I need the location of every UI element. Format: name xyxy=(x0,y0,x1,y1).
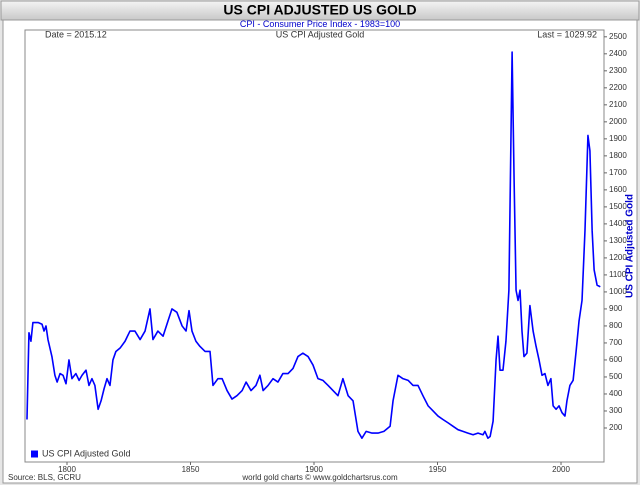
y-tick-label: 2300 xyxy=(609,66,627,75)
credit: world gold charts © www.goldchartsrus.co… xyxy=(241,473,398,482)
y-tick-label: 900 xyxy=(609,304,623,313)
legend-label: US CPI Adjusted Gold xyxy=(42,448,131,458)
last-label: Last = 1029.92 xyxy=(537,29,597,39)
y-tick-label: 600 xyxy=(609,355,623,364)
y-tick-label: 1700 xyxy=(609,168,627,177)
y-axis-label: US CPI Adjusted Gold xyxy=(625,194,636,298)
series-line xyxy=(26,51,601,439)
y-tick-label: 1900 xyxy=(609,134,627,143)
chart-subtitle: CPI - Consumer Price Index - 1983=100 xyxy=(240,19,400,29)
legend-swatch xyxy=(31,450,38,458)
header-label: US CPI Adjusted Gold xyxy=(276,29,365,39)
y-tick-label: 300 xyxy=(609,406,623,415)
y-tick-label: 1600 xyxy=(609,185,627,194)
y-tick-label: 2500 xyxy=(609,32,627,41)
y-tick-label: 200 xyxy=(609,423,623,432)
panel xyxy=(2,19,638,484)
y-tick-label: 1000 xyxy=(609,287,627,296)
y-tick-label: 1300 xyxy=(609,236,627,245)
y-tick-label: 700 xyxy=(609,338,623,347)
x-tick-label: 1900 xyxy=(305,465,323,474)
x-tick-label: 1950 xyxy=(429,465,447,474)
y-tick-label: 1800 xyxy=(609,151,627,160)
chart-title: US CPI ADJUSTED US GOLD xyxy=(223,2,416,18)
y-tick-label: 1200 xyxy=(609,253,627,262)
y-tick-label: 2400 xyxy=(609,49,627,58)
x-tick-label: 2000 xyxy=(552,465,570,474)
y-tick-label: 800 xyxy=(609,321,623,330)
y-tick-label: 2200 xyxy=(609,83,627,92)
y-tick-label: 1100 xyxy=(609,270,627,279)
y-tick-label: 1400 xyxy=(609,219,627,228)
y-tick-label: 2100 xyxy=(609,100,627,109)
date-label: Date = 2015.12 xyxy=(45,29,107,39)
source: Source: BLS, GCRU xyxy=(8,473,81,482)
y-tick-label: 1500 xyxy=(609,202,627,211)
x-tick-label: 1800 xyxy=(58,465,76,474)
x-tick-label: 1850 xyxy=(182,465,200,474)
y-tick-label: 500 xyxy=(609,372,623,381)
y-tick-label: 400 xyxy=(609,389,623,398)
y-tick-label: 2000 xyxy=(609,117,627,126)
